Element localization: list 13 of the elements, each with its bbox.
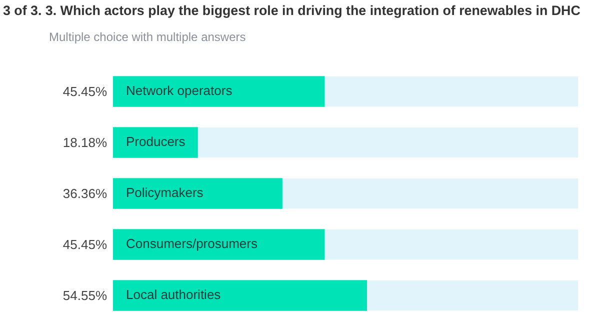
y-tick-label: Local authorities	[126, 287, 222, 302]
bar	[113, 127, 198, 158]
data-label: 45.45%	[62, 237, 108, 252]
data-label: 36.36%	[62, 186, 108, 202]
y-tick-label: Consumers/prosumers	[126, 236, 258, 252]
chart-title: 3 of 3. 3. Which actors play the biggest role in driving the integration of renewables in DHC	[3, 3, 580, 18]
data-label: 45.45%	[62, 84, 108, 100]
data-label: 54.55%	[62, 288, 108, 304]
data-label: 18.18%	[62, 135, 108, 150]
y-tick-label: Policymakers	[126, 185, 204, 200]
y-tick-label: Producers	[126, 134, 186, 150]
y-tick-label: Network operators	[126, 83, 233, 98]
chart-subtitle: Multiple choice with multiple answers	[49, 30, 246, 44]
